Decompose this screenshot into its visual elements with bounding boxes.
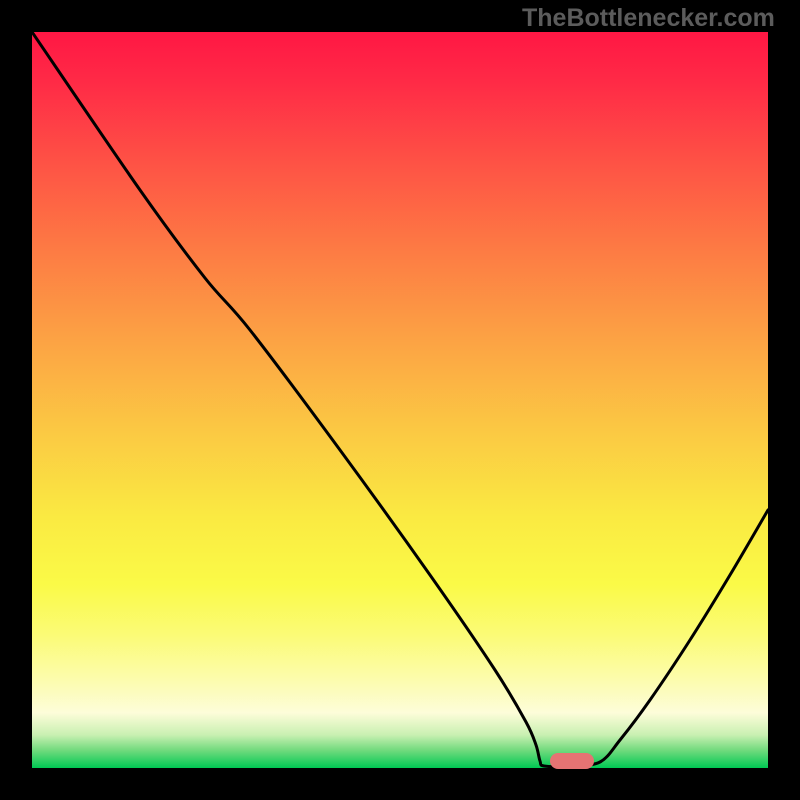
plot-area (32, 32, 768, 768)
optimal-marker (550, 753, 594, 769)
curve-path (32, 32, 768, 767)
watermark-text: TheBottlenecker.com (522, 4, 775, 33)
bottleneck-curve (32, 32, 768, 768)
chart-container: TheBottlenecker.com (0, 0, 800, 800)
